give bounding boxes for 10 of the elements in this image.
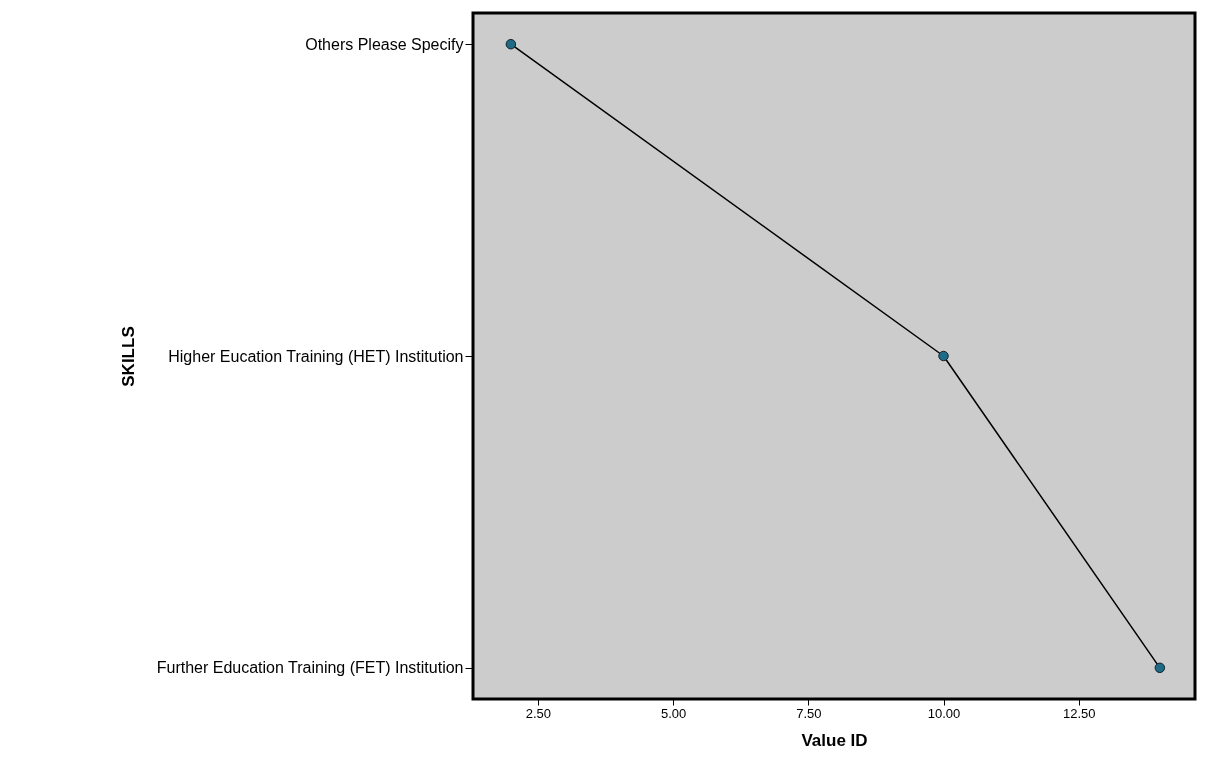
x-tick-label: 2.50 xyxy=(525,705,552,721)
y-tick-label: Higher Eucation Training (HET) Institution xyxy=(168,347,464,365)
y-axis-title: SKILLS xyxy=(118,326,138,387)
x-tick-label: 12.50 xyxy=(1062,705,1096,721)
x-tick-label: 7.50 xyxy=(796,705,822,721)
x-axis-title: Value ID xyxy=(801,730,868,750)
y-tick-label: Further Education Training (FET) Institution xyxy=(156,659,464,677)
x-tick-label: 5.00 xyxy=(660,705,687,721)
y-tick-label: Others Please Specify xyxy=(305,35,464,53)
x-tick-label: 10.00 xyxy=(927,705,961,721)
